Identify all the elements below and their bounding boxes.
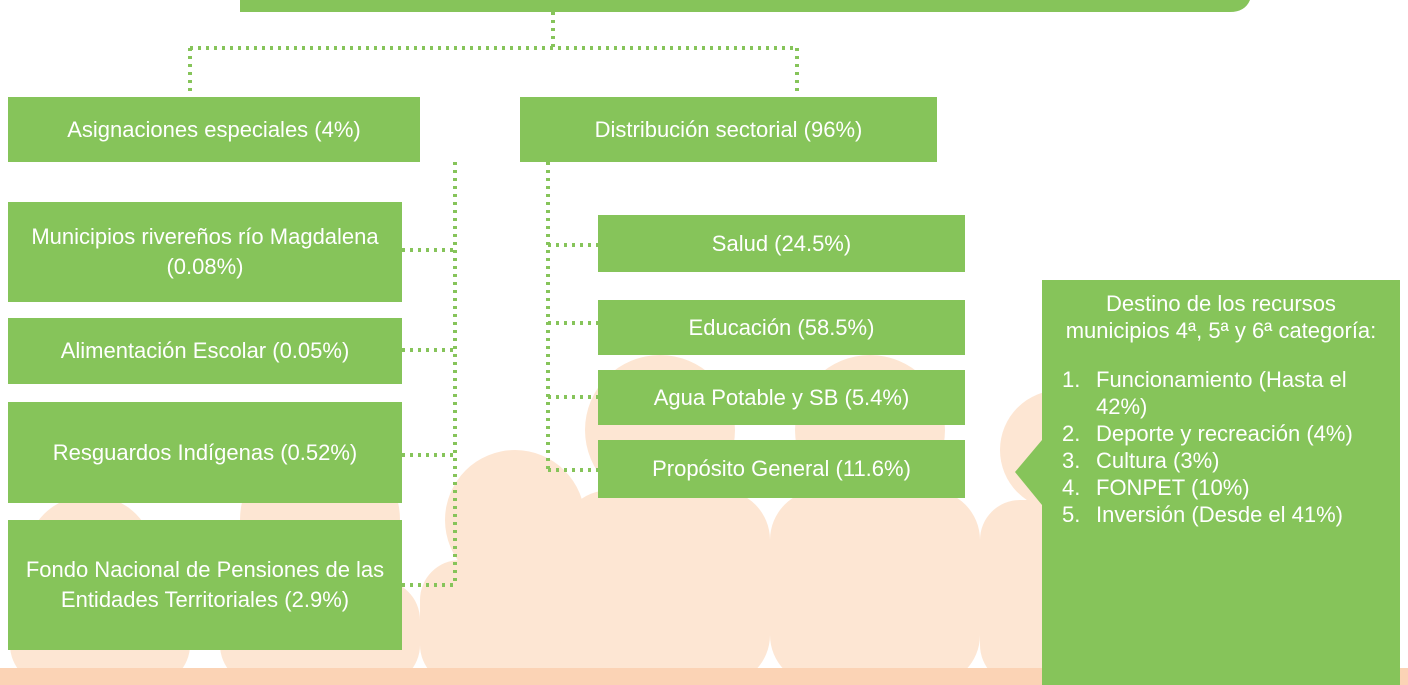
callout: Destino de los recursos municipios 4ª, 5… — [1042, 280, 1400, 685]
list-item: 3.Cultura (3%) — [1062, 447, 1380, 474]
top-bar — [240, 0, 1250, 12]
item-box: Alimentación Escolar (0.05%) — [8, 318, 402, 384]
item-number: 2. — [1062, 420, 1096, 447]
item-box: Educación (58.5%) — [598, 300, 965, 355]
item-text: Cultura (3%) — [1096, 447, 1219, 474]
item-box: Resguardos Indígenas (0.52%) — [8, 402, 402, 503]
item-number: 4. — [1062, 474, 1096, 501]
list-item: 5.Inversión (Desde el 41%) — [1062, 501, 1380, 528]
item-box: Salud (24.5%) — [598, 215, 965, 272]
group-box: Asignaciones especiales (4%) — [8, 97, 420, 162]
callout-list: 1.Funcionamiento (Hasta el 42%)2.Deporte… — [1062, 366, 1380, 528]
item-number: 1. — [1062, 366, 1096, 420]
item-number: 5. — [1062, 501, 1096, 528]
item-text: Deporte y recreación (4%) — [1096, 420, 1353, 447]
item-number: 3. — [1062, 447, 1096, 474]
page: Asignaciones especiales (4%) Distribució… — [0, 0, 1408, 685]
group-box: Distribución sectorial (96%) — [520, 97, 937, 162]
item-text: Inversión (Desde el 41%) — [1096, 501, 1343, 528]
item-text: Funcionamiento (Hasta el 42%) — [1096, 366, 1380, 420]
list-item: 4.FONPET (10%) — [1062, 474, 1380, 501]
list-item: 1.Funcionamiento (Hasta el 42%) — [1062, 366, 1380, 420]
callout-title: Destino de los recursos municipios 4ª, 5… — [1062, 290, 1380, 344]
item-box: Municipios rivereños río Magdalena (0.08… — [8, 202, 402, 302]
item-box: Fondo Nacional de Pensiones de las Entid… — [8, 520, 402, 650]
list-item: 2.Deporte y recreación (4%) — [1062, 420, 1380, 447]
item-box: Agua Potable y SB (5.4%) — [598, 370, 965, 425]
item-box: Propósito General (11.6%) — [598, 440, 965, 498]
item-text: FONPET (10%) — [1096, 474, 1250, 501]
